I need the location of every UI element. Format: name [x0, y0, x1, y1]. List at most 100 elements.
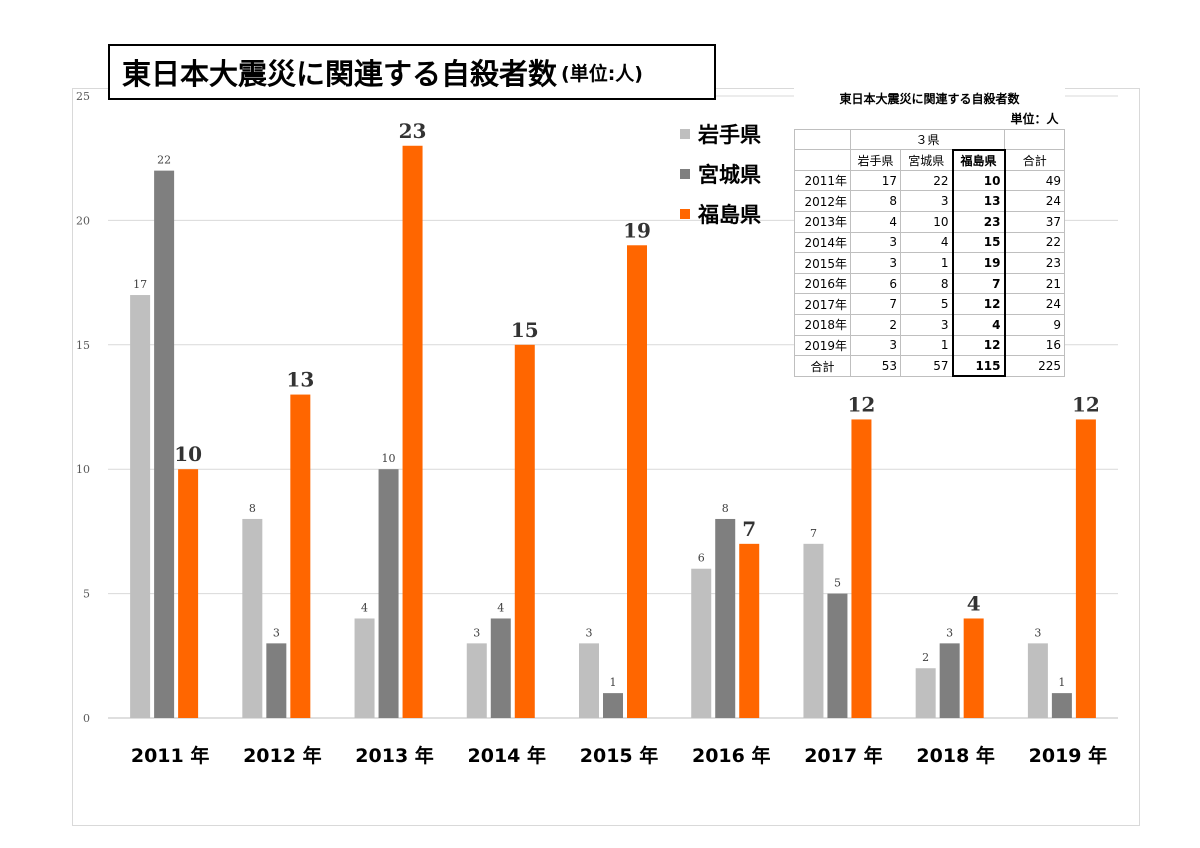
- table-row-year: 2014年: [794, 231, 851, 254]
- table-row: 2016年 6 8 7 21: [794, 272, 1065, 295]
- table-cell-fukushima: 23: [951, 211, 1006, 233]
- table-cell-miyagi: 3: [900, 190, 953, 213]
- table-cell-total: 24: [1004, 293, 1065, 316]
- x-tick-label: 2019 年: [1029, 744, 1108, 767]
- data-label: 3: [586, 626, 593, 639]
- data-label: 7: [742, 517, 756, 541]
- table-cell-miyagi: 3: [900, 314, 953, 336]
- table-cell-total: 24: [1004, 190, 1065, 213]
- chart-title: 東日本大震災に関連する自殺者数: [122, 57, 558, 91]
- table-total-label: 合計: [794, 355, 851, 377]
- table-cell-miyagi: 1: [900, 252, 953, 274]
- bar: [603, 693, 623, 718]
- bar: [266, 643, 287, 718]
- x-tick-label: 2017 年: [804, 744, 883, 767]
- table-total-row: 合計 53 57 115 225: [794, 355, 1065, 378]
- table-cell-fukushima: 7: [951, 272, 1006, 295]
- y-tick-label: 20: [76, 214, 90, 227]
- table-row-year: 2011年: [794, 169, 851, 192]
- data-label: 7: [810, 527, 817, 540]
- bar: [354, 618, 375, 718]
- table-header-total: 合計: [1004, 149, 1065, 171]
- data-label: 8: [722, 502, 729, 515]
- table-total-fukushima: 115: [951, 355, 1006, 378]
- data-label: 15: [511, 318, 539, 342]
- bar: [915, 668, 936, 718]
- bar: [739, 543, 760, 718]
- bar: [691, 568, 712, 718]
- data-label: 4: [361, 601, 368, 614]
- table-cell-fukushima: 19: [951, 252, 1006, 274]
- table-unit-row: 単位：人: [795, 109, 1065, 130]
- table-cell-iwate: 8: [850, 190, 901, 213]
- chart-unit: (単位:人): [561, 62, 643, 85]
- bar: [490, 618, 511, 718]
- bar: [715, 518, 736, 718]
- y-tick-label: 25: [76, 90, 90, 103]
- table-row: 2015年 3 1 19 23: [794, 252, 1065, 274]
- bar: [851, 419, 872, 718]
- bar: [514, 344, 535, 718]
- table-cell-iwate: 6: [850, 272, 901, 295]
- table-row-year: 2017年: [794, 293, 851, 316]
- x-tick-label: 2011 年: [131, 744, 210, 767]
- table-year-header: [794, 149, 851, 171]
- table-cell-total: 22: [1004, 231, 1065, 254]
- table-row: 2011年 17 22 10 49: [794, 169, 1065, 192]
- x-tick-label: 2014 年: [468, 744, 547, 767]
- data-label: 1: [610, 676, 617, 689]
- table-group-row: ３県: [794, 128, 1065, 151]
- legend-swatch-miyagi: [680, 169, 690, 179]
- legend-item-iwate: 岩手県: [680, 114, 761, 154]
- data-label: 12: [1072, 392, 1100, 416]
- chart-title-box: 東日本大震災に関連する自殺者数 (単位:人): [108, 44, 716, 100]
- table-total-sum: 225: [1004, 355, 1065, 377]
- data-label: 3: [1034, 626, 1041, 639]
- x-tick-label: 2018 年: [916, 744, 995, 767]
- bar: [1027, 643, 1048, 718]
- bar: [178, 469, 199, 718]
- legend-label-miyagi: 宮城県: [698, 163, 761, 187]
- table-row-year: 2018年: [794, 314, 851, 336]
- data-label: 10: [174, 442, 202, 466]
- data-label: 13: [286, 368, 314, 392]
- table-header-fukushima: 福島県: [951, 148, 1006, 171]
- table-row-year: 2015年: [794, 252, 851, 274]
- table-cell-fukushima: 15: [951, 231, 1006, 254]
- table-total-miyagi: 57: [900, 355, 953, 377]
- table-cell-fukushima: 12: [951, 334, 1006, 357]
- data-label: 3: [273, 626, 280, 639]
- table-total-iwate: 53: [850, 355, 901, 377]
- table-cell-fukushima: 10: [951, 169, 1006, 192]
- data-label: 3: [946, 626, 953, 639]
- bar: [963, 618, 984, 718]
- bar: [402, 145, 423, 718]
- table-cell-miyagi: 1: [900, 334, 953, 357]
- table-cell-iwate: 4: [850, 211, 901, 233]
- legend: 岩手県 宮城県 福島県: [680, 114, 761, 234]
- bar: [579, 643, 599, 718]
- table-cell-iwate: 3: [850, 252, 901, 274]
- table-row: 2013年 4 10 23 37: [794, 211, 1065, 233]
- table-title: 東日本大震災に関連する自殺者数: [839, 91, 1020, 106]
- table-row-year: 2016年: [794, 272, 851, 295]
- data-label: 1: [1058, 676, 1065, 689]
- table-cell-total: 37: [1004, 211, 1065, 233]
- y-tick-label: 5: [83, 588, 90, 601]
- table-cell-iwate: 3: [850, 231, 901, 254]
- data-label: 4: [967, 591, 981, 615]
- table-row-year: 2019年: [794, 334, 851, 357]
- table-total-header-top: [1004, 128, 1065, 151]
- data-label: 19: [623, 218, 651, 242]
- data-label: 5: [834, 577, 841, 590]
- table-cell-fukushima: 12: [951, 293, 1006, 316]
- x-tick-label: 2013 年: [355, 744, 434, 767]
- data-label: 12: [848, 392, 876, 416]
- bar: [803, 543, 824, 718]
- table-cell-miyagi: 22: [900, 169, 953, 192]
- table-cell-miyagi: 5: [900, 293, 953, 316]
- table-row-year: 2013年: [794, 211, 851, 233]
- bar: [378, 469, 399, 718]
- table-cell-miyagi: 4: [900, 231, 953, 254]
- table-cell-total: 16: [1004, 334, 1065, 357]
